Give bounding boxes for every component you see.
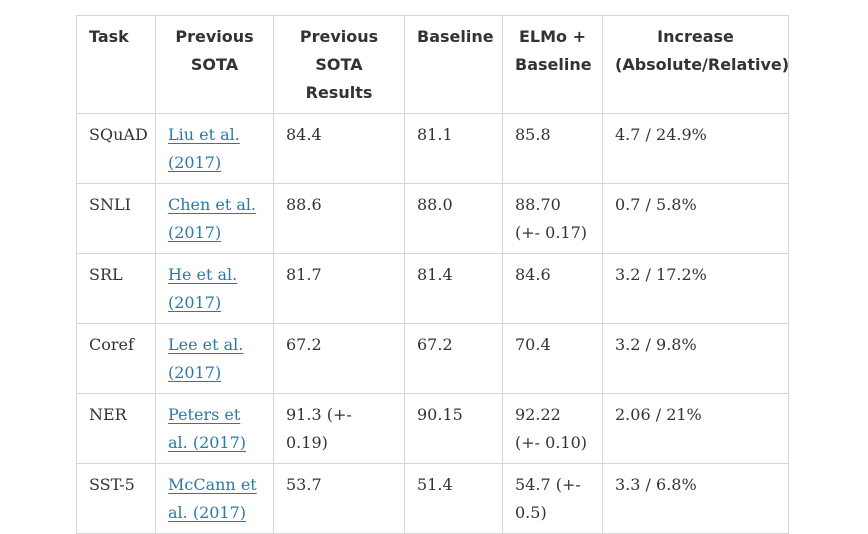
cell-task: Coref <box>76 323 156 394</box>
cell-task: SNLI <box>76 183 156 254</box>
table-row: Coref Lee et al. (2017) 67.2 67.2 70.4 3… <box>76 323 789 394</box>
cell-baseline: 81.1 <box>404 113 503 184</box>
cell-task: SRL <box>76 253 156 324</box>
sota-citation-link[interactable]: Liu et al. (2017) <box>168 125 240 172</box>
cell-increase: 0.7 / 5.8% <box>602 183 789 254</box>
header-baseline: Baseline <box>404 15 503 114</box>
cell-elmo-baseline: 92.22 (+- 0.10) <box>502 393 603 464</box>
cell-elmo-baseline: 84.6 <box>502 253 603 324</box>
sota-citation-link[interactable]: McCann et al. (2017) <box>168 475 257 522</box>
cell-increase: 3.3 / 6.8% <box>602 463 789 534</box>
cell-sota-result: 81.7 <box>273 253 405 324</box>
table-header-row: Task Previous SOTA Previous SOTA Results… <box>76 15 789 114</box>
header-previous-sota: Previous SOTA <box>155 15 274 114</box>
cell-sota-result: 88.6 <box>273 183 405 254</box>
table-row: SNLI Chen et al. (2017) 88.6 88.0 88.70 … <box>76 183 789 254</box>
header-task: Task <box>76 15 156 114</box>
cell-baseline: 81.4 <box>404 253 503 324</box>
sota-citation-link[interactable]: Chen et al. (2017) <box>168 195 257 242</box>
cell-baseline: 51.4 <box>404 463 503 534</box>
table-row: SRL He et al. (2017) 81.7 81.4 84.6 3.2 … <box>76 253 789 324</box>
table-row: SQuAD Liu et al. (2017) 84.4 81.1 85.8 4… <box>76 113 789 184</box>
cell-previous-sota: Liu et al. (2017) <box>155 113 274 184</box>
cell-previous-sota: Chen et al. (2017) <box>155 183 274 254</box>
header-elmo-baseline: ELMo + Baseline <box>502 15 603 114</box>
cell-increase: 3.2 / 17.2% <box>602 253 789 324</box>
results-table: Task Previous SOTA Previous SOTA Results… <box>76 15 789 534</box>
header-previous-sota-results: Previous SOTA Results <box>273 15 405 114</box>
cell-task: SST-5 <box>76 463 156 534</box>
cell-increase: 3.2 / 9.8% <box>602 323 789 394</box>
header-increase: Increase (Absolute/Relative) <box>602 15 789 114</box>
cell-elmo-baseline: 54.7 (+- 0.5) <box>502 463 603 534</box>
cell-previous-sota: He et al. (2017) <box>155 253 274 324</box>
cell-baseline: 67.2 <box>404 323 503 394</box>
cell-baseline: 90.15 <box>404 393 503 464</box>
cell-increase: 4.7 / 24.9% <box>602 113 789 184</box>
table-row: NER Peters et al. (2017) 91.3 (+- 0.19) … <box>76 393 789 464</box>
cell-elmo-baseline: 70.4 <box>502 323 603 394</box>
cell-sota-result: 53.7 <box>273 463 405 534</box>
cell-baseline: 88.0 <box>404 183 503 254</box>
cell-sota-result: 91.3 (+- 0.19) <box>273 393 405 464</box>
cell-task: NER <box>76 393 156 464</box>
cell-previous-sota: Peters et al. (2017) <box>155 393 274 464</box>
cell-task: SQuAD <box>76 113 156 184</box>
cell-previous-sota: Lee et al. (2017) <box>155 323 274 394</box>
sota-citation-link[interactable]: He et al. (2017) <box>168 265 238 312</box>
table-row: SST-5 McCann et al. (2017) 53.7 51.4 54.… <box>76 463 789 534</box>
cell-elmo-baseline: 88.70 (+- 0.17) <box>502 183 603 254</box>
cell-increase: 2.06 / 21% <box>602 393 789 464</box>
cell-elmo-baseline: 85.8 <box>502 113 603 184</box>
sota-citation-link[interactable]: Lee et al. (2017) <box>168 335 244 382</box>
cell-sota-result: 84.4 <box>273 113 405 184</box>
sota-citation-link[interactable]: Peters et al. (2017) <box>168 405 247 452</box>
cell-previous-sota: McCann et al. (2017) <box>155 463 274 534</box>
cell-sota-result: 67.2 <box>273 323 405 394</box>
